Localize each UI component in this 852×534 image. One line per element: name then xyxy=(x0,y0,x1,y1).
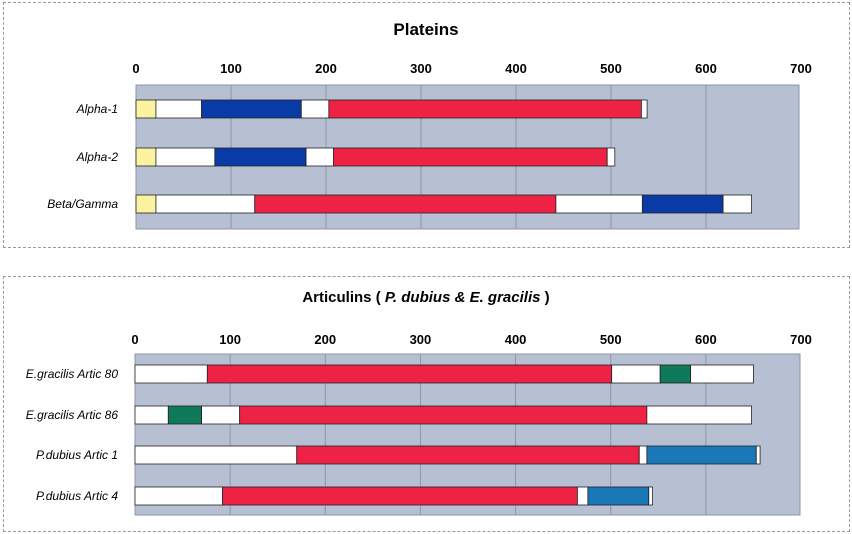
tick-label: 300 xyxy=(410,332,432,347)
row-label: P.dubius Artic 1 xyxy=(36,448,118,462)
tick-label: 700 xyxy=(790,332,812,347)
row-label: Alpha-1 xyxy=(76,102,118,116)
tick-label: 0 xyxy=(131,332,138,347)
bar-segment xyxy=(333,147,608,167)
bar-segment xyxy=(587,486,650,506)
tick-label: 700 xyxy=(790,61,812,76)
chart-title: Articulins ( P. dubius & E. gracilis ) xyxy=(302,289,549,306)
bar-segment xyxy=(659,364,692,384)
tick-label: 200 xyxy=(314,332,336,347)
bar-segment xyxy=(239,405,648,425)
bar-segment xyxy=(300,99,330,119)
bar-segment xyxy=(201,99,302,119)
bar-segment xyxy=(155,147,216,167)
tick-label: 200 xyxy=(315,61,337,76)
articulins-panel: Articulins ( P. dubius & E. gracilis ) 0 1… xyxy=(3,276,850,532)
tick-label: 400 xyxy=(505,61,527,76)
bar-segment xyxy=(134,405,169,425)
bar-segment xyxy=(648,486,653,506)
bar-segment xyxy=(646,445,757,465)
bar-segment xyxy=(641,99,648,119)
bar-segment xyxy=(214,147,307,167)
bar-segment xyxy=(755,445,761,465)
bar-segment xyxy=(646,405,752,425)
bar-segment xyxy=(555,194,643,214)
bar-segment xyxy=(134,364,208,384)
bar-segment xyxy=(690,364,754,384)
bar-segment xyxy=(155,194,256,214)
tick-label: 600 xyxy=(695,332,717,347)
plateins-panel: Plateins 0 100 200 300 400 500 600 700 Alpha-1 Alp… xyxy=(3,2,850,248)
tick-label: 300 xyxy=(410,61,432,76)
row-label: E.gracilis Artic 86 xyxy=(26,408,119,422)
bar-segment xyxy=(641,194,724,214)
tick-label: 600 xyxy=(695,61,717,76)
tick-label: 100 xyxy=(219,332,241,347)
bar-segment xyxy=(328,99,642,119)
row-label: Beta/Gamma xyxy=(47,197,118,211)
row-label: E.gracilis Artic 80 xyxy=(26,367,119,381)
bar-segment xyxy=(134,445,298,465)
bar-segment xyxy=(722,194,752,214)
tick-label: 400 xyxy=(505,332,527,347)
chart-title: Plateins xyxy=(393,20,458,39)
plateins-chart: Plateins 0 100 200 300 400 500 600 700 Alpha-1 Alp… xyxy=(47,20,812,230)
tick-label: 500 xyxy=(600,332,622,347)
bar-segment xyxy=(254,194,557,214)
bar-segment xyxy=(135,194,157,214)
bar-segment xyxy=(167,405,203,425)
bar-segment xyxy=(222,486,578,506)
articulins-chart: Articulins ( P. dubius & E. gracilis ) 0 1… xyxy=(26,289,812,516)
bar-segment xyxy=(305,147,334,167)
bar-segment xyxy=(134,486,223,506)
bar-segment xyxy=(201,405,241,425)
row-label: P.dubius Artic 4 xyxy=(36,489,118,503)
tick-label: 100 xyxy=(220,61,242,76)
row-label: Alpha-2 xyxy=(76,150,119,164)
bar-segment xyxy=(135,147,157,167)
bar-segment xyxy=(135,99,157,119)
bar-segment xyxy=(296,445,640,465)
bar-segment xyxy=(611,364,661,384)
bar-segment xyxy=(577,486,589,506)
tick-label: 0 xyxy=(132,61,139,76)
bar-segment xyxy=(206,364,613,384)
bar-segment xyxy=(638,445,648,465)
bar-segment xyxy=(155,99,202,119)
tick-label: 500 xyxy=(600,61,622,76)
bar-segment xyxy=(606,147,616,167)
